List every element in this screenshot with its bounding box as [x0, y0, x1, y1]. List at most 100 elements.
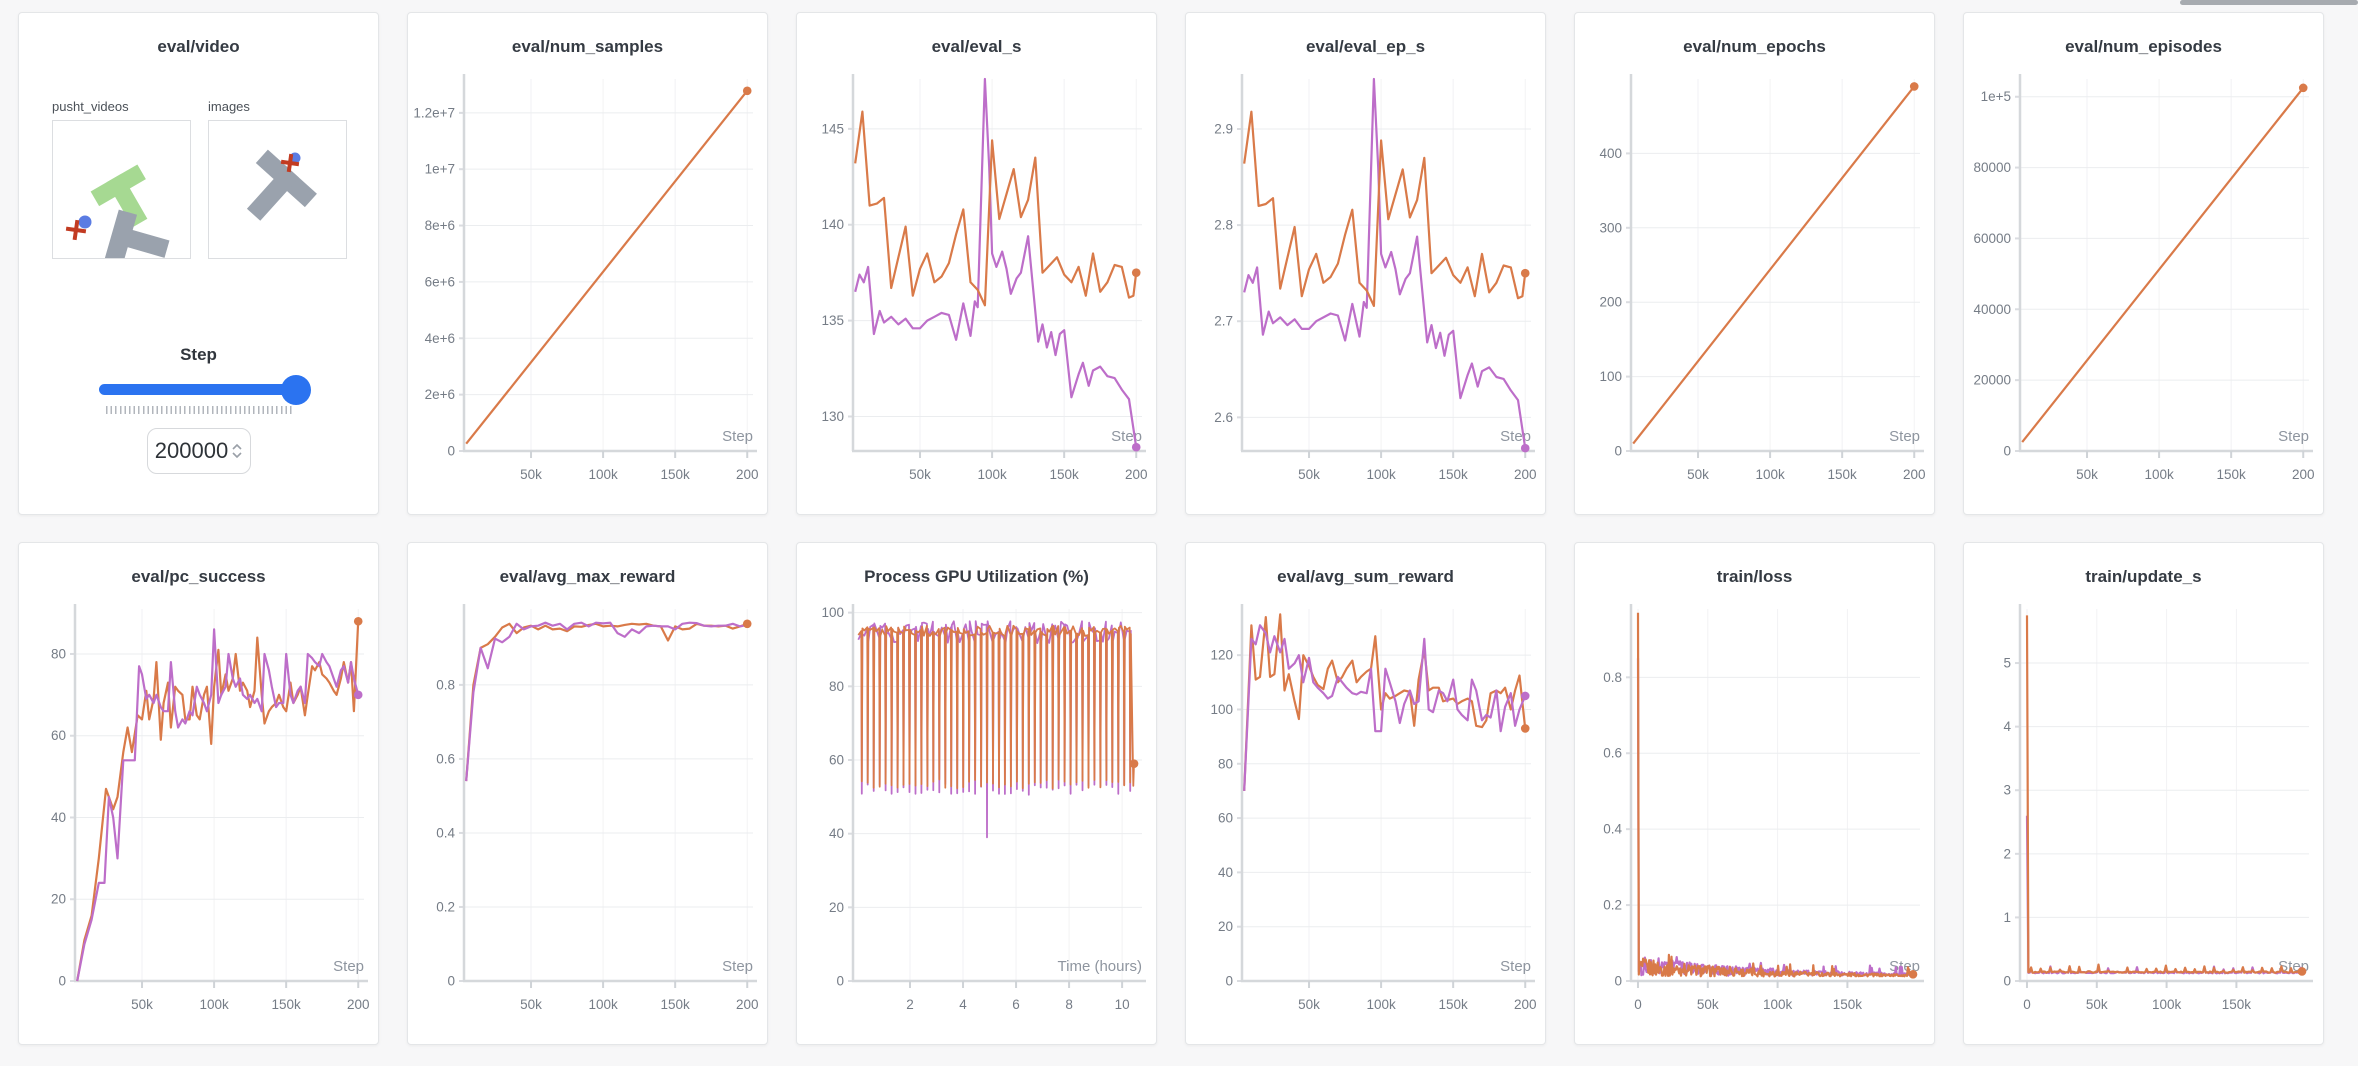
svg-text:Step: Step: [722, 428, 753, 445]
svg-text:2.8: 2.8: [1214, 218, 1233, 233]
line-chart[interactable]: 0 20 40 60 80 100 2 4 6 8 10 Time (hours): [797, 597, 1156, 1033]
panel-title: eval/num_epochs: [1683, 37, 1826, 56]
svg-text:150k: 150k: [661, 467, 691, 482]
panel-train-update-s[interactable]: train/update_s 0 1 2 3 4 5 0 50k 100k 150k Step: [1963, 542, 2324, 1045]
line-chart[interactable]: 0 20000 40000 60000 80000 1e+5 50k 100k 150k 200 S…: [1964, 67, 2323, 503]
svg-text:200: 200: [736, 467, 759, 482]
svg-text:80: 80: [1218, 756, 1233, 771]
step-value[interactable]: 200000: [154, 438, 229, 463]
svg-text:50k: 50k: [1697, 997, 1719, 1012]
svg-text:100k: 100k: [2144, 467, 2174, 482]
svg-text:200: 200: [736, 997, 759, 1012]
svg-text:1e+7: 1e+7: [425, 162, 455, 177]
svg-text:130: 130: [821, 409, 844, 424]
svg-text:145: 145: [821, 121, 844, 136]
svg-text:100k: 100k: [1763, 997, 1793, 1012]
step-slider-track[interactable]: [98, 384, 296, 395]
panel-title: eval/avg_sum_reward: [1277, 567, 1454, 586]
panel-eval-avg-sum-reward[interactable]: eval/avg_sum_reward 0 20 40 60 80 100 120 50k 10…: [1185, 542, 1546, 1045]
pusht-scene-image: [65, 164, 170, 267]
line-chart[interactable]: 0 0.2 0.4 0.6 0.8 50k 100k 150k 200 Step: [408, 597, 767, 1033]
target-cross: [65, 219, 87, 241]
panel-title: eval/video: [157, 37, 240, 56]
svg-text:Step: Step: [333, 958, 364, 975]
svg-text:0: 0: [1614, 974, 1622, 989]
svg-text:20: 20: [51, 892, 66, 907]
scrollbar-thumb[interactable]: [2180, 0, 2358, 5]
panel-eval-num-epochs[interactable]: eval/num_epochs 0 100 200 300 400 50k 100k 150k…: [1574, 12, 1935, 515]
block-t-shape: [103, 209, 170, 267]
svg-text:50k: 50k: [1298, 997, 1320, 1012]
panel-title: eval/pc_success: [131, 567, 266, 586]
svg-text:0: 0: [2023, 997, 2031, 1012]
svg-text:100: 100: [821, 605, 844, 620]
svg-text:200: 200: [1514, 467, 1537, 482]
svg-text:1.2e+7: 1.2e+7: [413, 105, 455, 120]
svg-text:1: 1: [2003, 910, 2011, 925]
svg-text:50k: 50k: [2076, 467, 2098, 482]
svg-text:1e+5: 1e+5: [1981, 89, 2011, 104]
svg-text:150k: 150k: [1050, 467, 1080, 482]
line-chart[interactable]: 0 100 200 300 400 50k 100k 150k 200 Step: [1575, 67, 1934, 503]
line-chart[interactable]: 0 20 40 60 80 100 120 50k 100k 150k 200 Step: [1186, 597, 1545, 1033]
svg-text:100k: 100k: [199, 997, 229, 1012]
svg-text:200: 200: [1125, 467, 1148, 482]
panel-eval-eval-s[interactable]: eval/eval_s 130 135 140 145 50k 100k 150k 200 St…: [796, 12, 1157, 515]
svg-text:40: 40: [1218, 865, 1233, 880]
block-t-shape: [246, 149, 317, 221]
svg-text:200: 200: [1599, 295, 1622, 310]
svg-text:Time (hours): Time (hours): [1058, 958, 1142, 975]
panel-eval-avg-max-reward[interactable]: eval/avg_max_reward 0 0.2 0.4 0.6 0.8 50k 100k…: [407, 542, 768, 1045]
svg-text:100: 100: [1599, 369, 1622, 384]
svg-text:0.8: 0.8: [1603, 670, 1622, 685]
images-thumbnail[interactable]: [208, 120, 347, 259]
svg-text:100k: 100k: [1366, 467, 1396, 482]
panel-process-gpu-utilization[interactable]: Process GPU Utilization (%) 0 20 40 60 80 100…: [796, 542, 1157, 1045]
svg-text:80: 80: [51, 646, 66, 661]
svg-text:100k: 100k: [1366, 997, 1396, 1012]
svg-text:100k: 100k: [977, 467, 1007, 482]
svg-text:50k: 50k: [909, 467, 931, 482]
svg-text:0: 0: [447, 444, 455, 459]
panel-eval-eval-ep-s[interactable]: eval/eval_ep_s 2.6 2.7 2.8 2.9 50k 100k 150k 20…: [1185, 12, 1546, 515]
svg-text:0: 0: [2003, 444, 2011, 459]
svg-text:8e+6: 8e+6: [425, 218, 455, 233]
panel-eval-pc-success[interactable]: eval/pc_success 0 20 40 60 80 50k 100k 150k 200 S…: [18, 542, 379, 1045]
panel-title: eval/avg_max_reward: [499, 567, 676, 586]
line-chart[interactable]: 2.6 2.7 2.8 2.9 50k 100k 150k 200 Step: [1186, 67, 1545, 503]
line-chart[interactable]: 130 135 140 145 50k 100k 150k 200 Step: [797, 67, 1156, 503]
svg-text:100k: 100k: [1755, 467, 1785, 482]
svg-text:40000: 40000: [1973, 302, 2011, 317]
line-chart[interactable]: 0 2e+6 4e+6 6e+6 8e+6 1e+7 1.2e+7 50k 100k 150k 20…: [408, 67, 767, 503]
pusht-video-thumbnail[interactable]: [52, 120, 191, 267]
step-number-input[interactable]: 200000: [146, 428, 251, 474]
media-thumbnails: pusht_videos: [52, 99, 378, 267]
step-spinner[interactable]: [232, 444, 242, 458]
svg-text:Step: Step: [1111, 428, 1142, 445]
svg-text:150k: 150k: [1833, 997, 1863, 1012]
svg-text:10: 10: [1115, 997, 1130, 1012]
chevron-down-icon[interactable]: [232, 452, 242, 458]
svg-text:Step: Step: [2278, 428, 2309, 445]
svg-text:0.6: 0.6: [436, 751, 455, 766]
step-slider-label: Step: [180, 345, 217, 364]
svg-text:200: 200: [1514, 997, 1537, 1012]
step-control: Step 200000: [19, 345, 378, 474]
line-chart[interactable]: 0 20 40 60 80 50k 100k 150k 200 Step: [19, 597, 378, 1033]
svg-text:120: 120: [1210, 648, 1233, 663]
step-slider-handle[interactable]: [280, 375, 311, 405]
panel-train-loss[interactable]: train/loss 0 0.2 0.4 0.6 0.8 0 50k 100k 150k Step: [1574, 542, 1935, 1045]
svg-text:2.6: 2.6: [1214, 410, 1233, 425]
panel-eval-num-episodes[interactable]: eval/num_episodes 0 20000 40000 60000 80000 1…: [1963, 12, 2324, 515]
svg-text:400: 400: [1599, 146, 1622, 161]
svg-text:0.2: 0.2: [1603, 898, 1622, 913]
panel-title: eval/num_samples: [511, 37, 664, 56]
step-slider[interactable]: [98, 375, 311, 409]
svg-text:0: 0: [1225, 974, 1233, 989]
panel-eval-num-samples[interactable]: eval/num_samples 0 2e+6 4e+6 6e+6 8e+6 1e+7 1.…: [407, 12, 768, 515]
svg-text:135: 135: [821, 313, 844, 328]
chevron-up-icon[interactable]: [232, 444, 242, 450]
